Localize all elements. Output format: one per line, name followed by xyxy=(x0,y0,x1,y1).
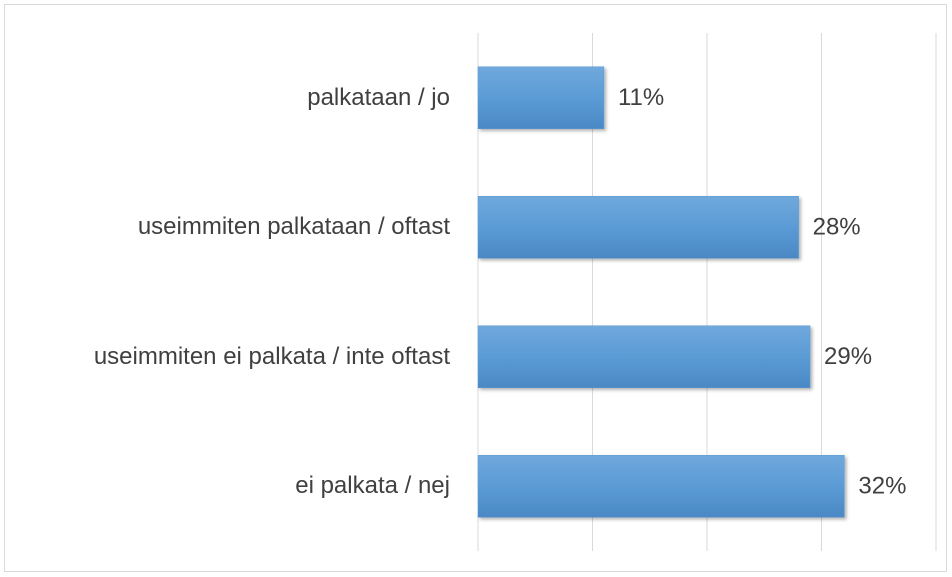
y-tick-label: useimmiten palkataan / oftast xyxy=(137,213,450,241)
bar xyxy=(477,455,845,518)
y-tick-label: useimmiten ei palkata / inte oftast xyxy=(93,342,450,370)
y-tick-label: ei palkata / nej xyxy=(295,472,450,500)
data-label: 28% xyxy=(813,214,861,241)
chart-frame xyxy=(4,4,947,572)
data-label: 32% xyxy=(858,473,906,500)
data-label: 29% xyxy=(824,343,872,370)
category-label-box: ei palkata / nej xyxy=(20,471,450,501)
bar xyxy=(477,196,799,259)
bar xyxy=(477,325,811,388)
category-label-box: palkataan / jo xyxy=(20,83,450,113)
data-label: 11% xyxy=(618,84,664,111)
y-tick-label: palkataan / jo xyxy=(307,83,450,111)
bar xyxy=(477,66,605,129)
category-label-box: useimmiten ei palkata / inte oftast xyxy=(20,342,450,372)
category-label-box: useimmiten palkataan / oftast xyxy=(20,212,450,242)
